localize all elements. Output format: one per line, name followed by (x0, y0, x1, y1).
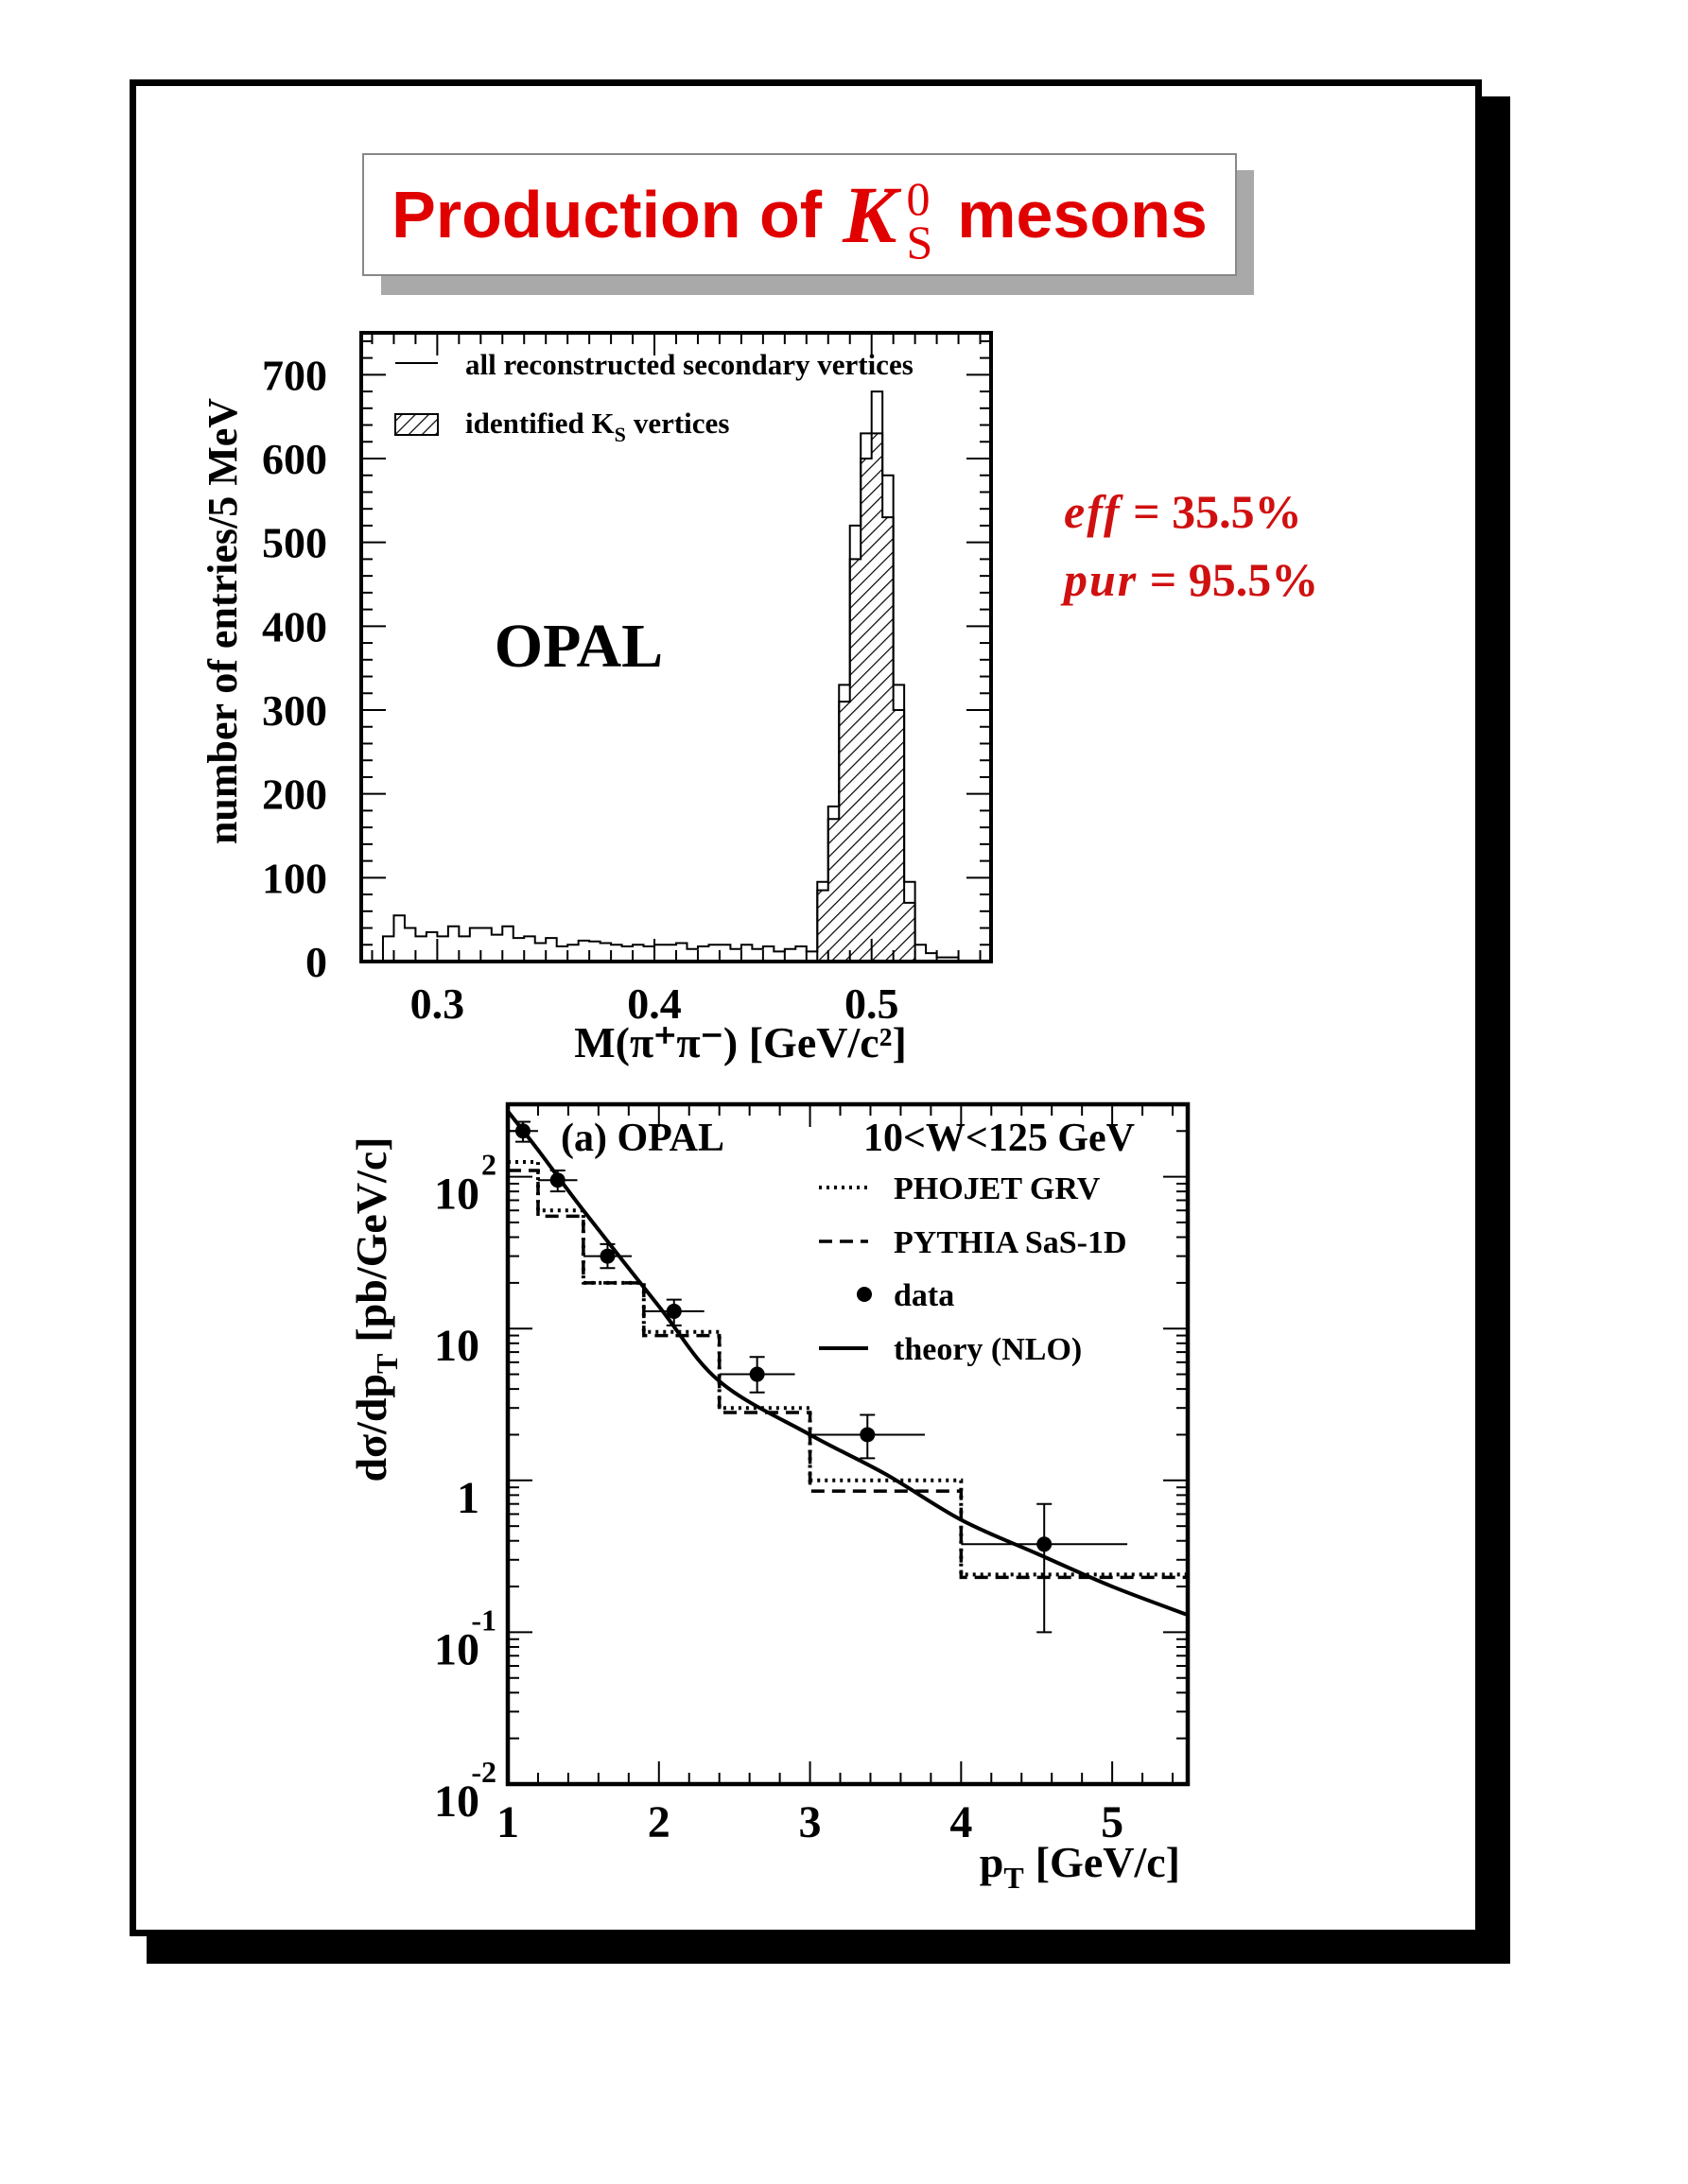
data-point (749, 1366, 765, 1382)
xs-y-tick-label: 10 (434, 1777, 479, 1827)
data-point (600, 1248, 616, 1264)
hist-y-tick-label: 700 (262, 351, 327, 399)
cross-section-y-axis-label: dσ/dpT [pb/GeV/c] (347, 1136, 404, 1482)
xs-x-tick-label: 2 (648, 1797, 670, 1847)
histogram-frame (359, 331, 993, 963)
xs-y-tick-label: 10 (434, 1624, 479, 1674)
legend-identified-ks: identified KS vertices (465, 407, 729, 446)
title-suffix: mesons (957, 178, 1208, 251)
eff-value: = 35.5% (1133, 485, 1302, 538)
hist-x-tick-label: 0.3 (410, 979, 465, 1028)
y-label-dsigma: dσ/dp (347, 1374, 395, 1482)
xs-y-tick-exponent: -2 (471, 1755, 496, 1789)
xs-y-tick-label: 10 (434, 1321, 479, 1371)
histogram-x-tick-labels: 0.3 0.4 0.5 (410, 979, 899, 1028)
identified-ks-histogram (816, 432, 916, 962)
data-point (860, 1427, 876, 1443)
title-symbol: K (843, 169, 897, 260)
legend-pythia: PYTHIA SaS-1D (894, 1225, 1127, 1260)
title-sup: 0 (906, 172, 931, 225)
legend-data: data (894, 1278, 954, 1313)
data-point (666, 1303, 682, 1319)
efficiency-line: eff = 35.5% (1064, 477, 1318, 546)
phojet-step-line (508, 1160, 1188, 1577)
legend-ks-sub: S (615, 423, 626, 446)
theory-nlo-line (506, 1110, 1189, 1617)
x-label-unit: [GeV/c] (1035, 1838, 1180, 1886)
hist-y-tick-label: 100 (262, 854, 327, 902)
legend-vertices-text: vertices (634, 407, 730, 440)
pur-label: pur (1064, 553, 1139, 606)
y-label-unit: [pb/GeV/c] (347, 1136, 395, 1342)
hist-y-tick-label: 200 (262, 771, 327, 819)
data-points (508, 1120, 1128, 1634)
legend-phojet: PHOJET GRV (894, 1171, 1101, 1206)
hist-y-tick-label: 300 (262, 686, 327, 735)
legend-theory: theory (NLO) (894, 1332, 1082, 1367)
legend-all-vertices: all reconstructed secondary vertices (465, 348, 914, 381)
x-label-p: p (980, 1838, 1004, 1886)
xs-y-tick-exponent: 2 (481, 1148, 496, 1182)
xs-x-tick-label: 5 (1101, 1797, 1123, 1847)
cross-section-x-tick-labels: 1 2 3 4 5 (496, 1797, 1123, 1847)
title-prefix: Production of (392, 178, 823, 251)
cross-section-frame (505, 1101, 1191, 1787)
data-point (549, 1172, 566, 1188)
histogram-y-axis-label: number of entries/5 MeV (200, 398, 246, 844)
xs-y-tick-label: 1 (457, 1473, 479, 1523)
histogram-y-tick-labels: 0 100 200 300 400 500 600 700 (262, 351, 327, 986)
hist-y-tick-label: 500 (262, 519, 327, 567)
xs-x-tick-label: 1 (496, 1797, 519, 1847)
histogram-x-axis-label: M(π⁺π⁻) [GeV/c²] (574, 1018, 907, 1066)
all-vertices-histogram (381, 390, 970, 962)
xs-x-tick-label: 3 (799, 1797, 822, 1847)
hist-y-tick-label: 400 (262, 602, 327, 650)
cross-section-x-axis-label: pT [GeV/c] (980, 1838, 1180, 1895)
xs-y-tick-label: 10 (434, 1170, 479, 1220)
legend-identified-text: identified K (465, 407, 615, 440)
hist-y-tick-label: 600 (262, 435, 327, 483)
title-sup-sub: 0 S (906, 172, 933, 269)
legend-data-marker (857, 1287, 872, 1302)
hist-y-tick-label: 0 (305, 938, 327, 986)
hist-x-tick-label: 0.5 (844, 979, 899, 1028)
title-sub: S (906, 216, 933, 269)
hist-x-tick-label: 0.4 (627, 979, 682, 1028)
xs-y-tick-exponent: -1 (471, 1603, 496, 1637)
slide-frame (130, 79, 1482, 1936)
pur-value: = 95.5% (1149, 553, 1319, 606)
x-label-sub: T (1003, 1861, 1023, 1895)
efficiency-annotation: eff = 35.5% pur = 95.5% (1064, 477, 1318, 614)
w-range-label: 10<W<125 GeV (863, 1117, 1135, 1160)
opal-label: OPAL (495, 612, 663, 681)
mass-histogram: 0.3 0.4 0.5 0 100 200 300 400 500 600 700 all rec… (200, 331, 993, 1066)
panel-label: (a) OPAL (561, 1117, 724, 1160)
data-point (514, 1123, 531, 1139)
page-title: Production of K 0 S mesons (362, 153, 1237, 276)
xs-x-tick-label: 4 (949, 1797, 972, 1847)
eff-label: eff (1064, 485, 1122, 538)
purity-line: pur = 95.5% (1064, 546, 1318, 614)
legend-hatched-swatch (394, 413, 439, 436)
data-point (1036, 1536, 1053, 1552)
y-label-sub: T (370, 1354, 404, 1374)
